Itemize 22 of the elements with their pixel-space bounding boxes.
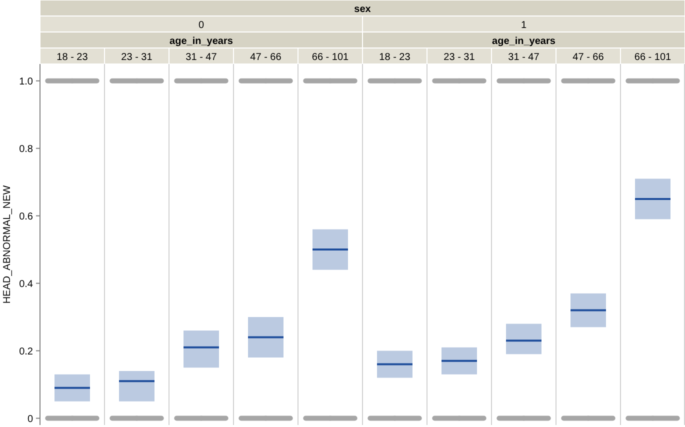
x-tick-label: 23 - 31 [444, 52, 476, 63]
y-tick-label: 0 [27, 414, 34, 425]
y-tick-label: 0.4 [19, 278, 34, 290]
text: 0 [198, 20, 204, 31]
x-tick-label: 66 - 101 [634, 52, 672, 63]
x-tick-label: 66 - 101 [312, 52, 350, 63]
y-axis-title: HEAD_ABNORMAL_NEW [2, 184, 13, 304]
y-tick-label: 0.8 [19, 144, 34, 155]
text: sex [354, 4, 372, 15]
text: age_in_years [170, 36, 234, 47]
x-tick-label: 31 - 47 [508, 52, 540, 63]
y-tick-label: 1.0 [19, 76, 34, 88]
text: age_in_years [492, 36, 556, 47]
x-tick-label: 18 - 23 [56, 52, 88, 63]
x-tick-label: 47 - 66 [250, 52, 282, 63]
x-tick-label: 31 - 47 [186, 52, 218, 63]
x-tick-label: 47 - 66 [572, 52, 604, 63]
y-tick-label: 0.6 [19, 211, 34, 222]
x-tick-label: 23 - 31 [121, 52, 153, 63]
x-tick-label: 18 - 23 [379, 52, 411, 63]
y-tick-label: 0.2 [19, 346, 34, 358]
text: 1 [520, 20, 527, 31]
